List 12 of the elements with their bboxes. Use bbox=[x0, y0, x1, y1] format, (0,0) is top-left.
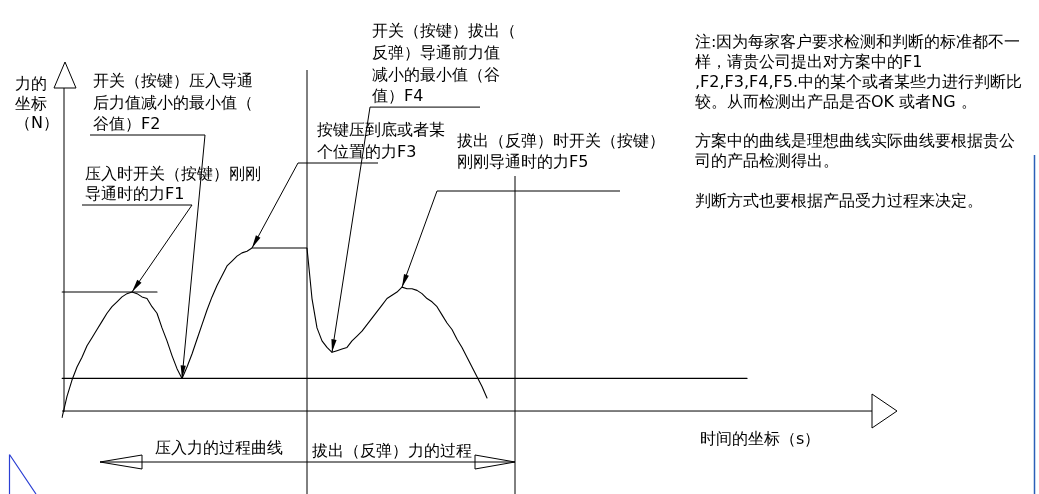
text: 开关（按键）压入导通后力值减小的最小值（谷值）F2 bbox=[93, 71, 253, 134]
text: 拔出（反弹）力的过程 bbox=[312, 441, 472, 461]
text: 开关（按键）拔出（反弹）导通前力值减小的最小值（谷值）F4 bbox=[372, 21, 516, 106]
text: 压入时开关（按键）刚刚导通时的力F1 bbox=[85, 164, 261, 204]
text: 力的坐标（N） bbox=[15, 74, 59, 133]
text: 拔出（反弹）时开关（按键）刚刚导通时的力F5 bbox=[457, 131, 665, 172]
text: 按键压到底或者某个位置的力F3 bbox=[317, 120, 445, 162]
text: 方案中的曲线是理想曲线实际曲线要根据贵公司的产品检测得出。 bbox=[695, 131, 1015, 171]
text: 注:因为每家客户要求检测和判断的标准都不一样，请贵公司提出对方案中的F1,F2,F3,F4,F5.中的某个或者某些力进行判断比较。从而检测出产品是否OK 或者NG 。 bbox=[695, 32, 1022, 111]
x-axis-title: 时间的坐标（s） bbox=[700, 429, 821, 449]
text: 压入力的过程曲线 bbox=[155, 438, 283, 458]
text: 判断方式也要根据产品受力过程来决定。 bbox=[695, 191, 983, 211]
